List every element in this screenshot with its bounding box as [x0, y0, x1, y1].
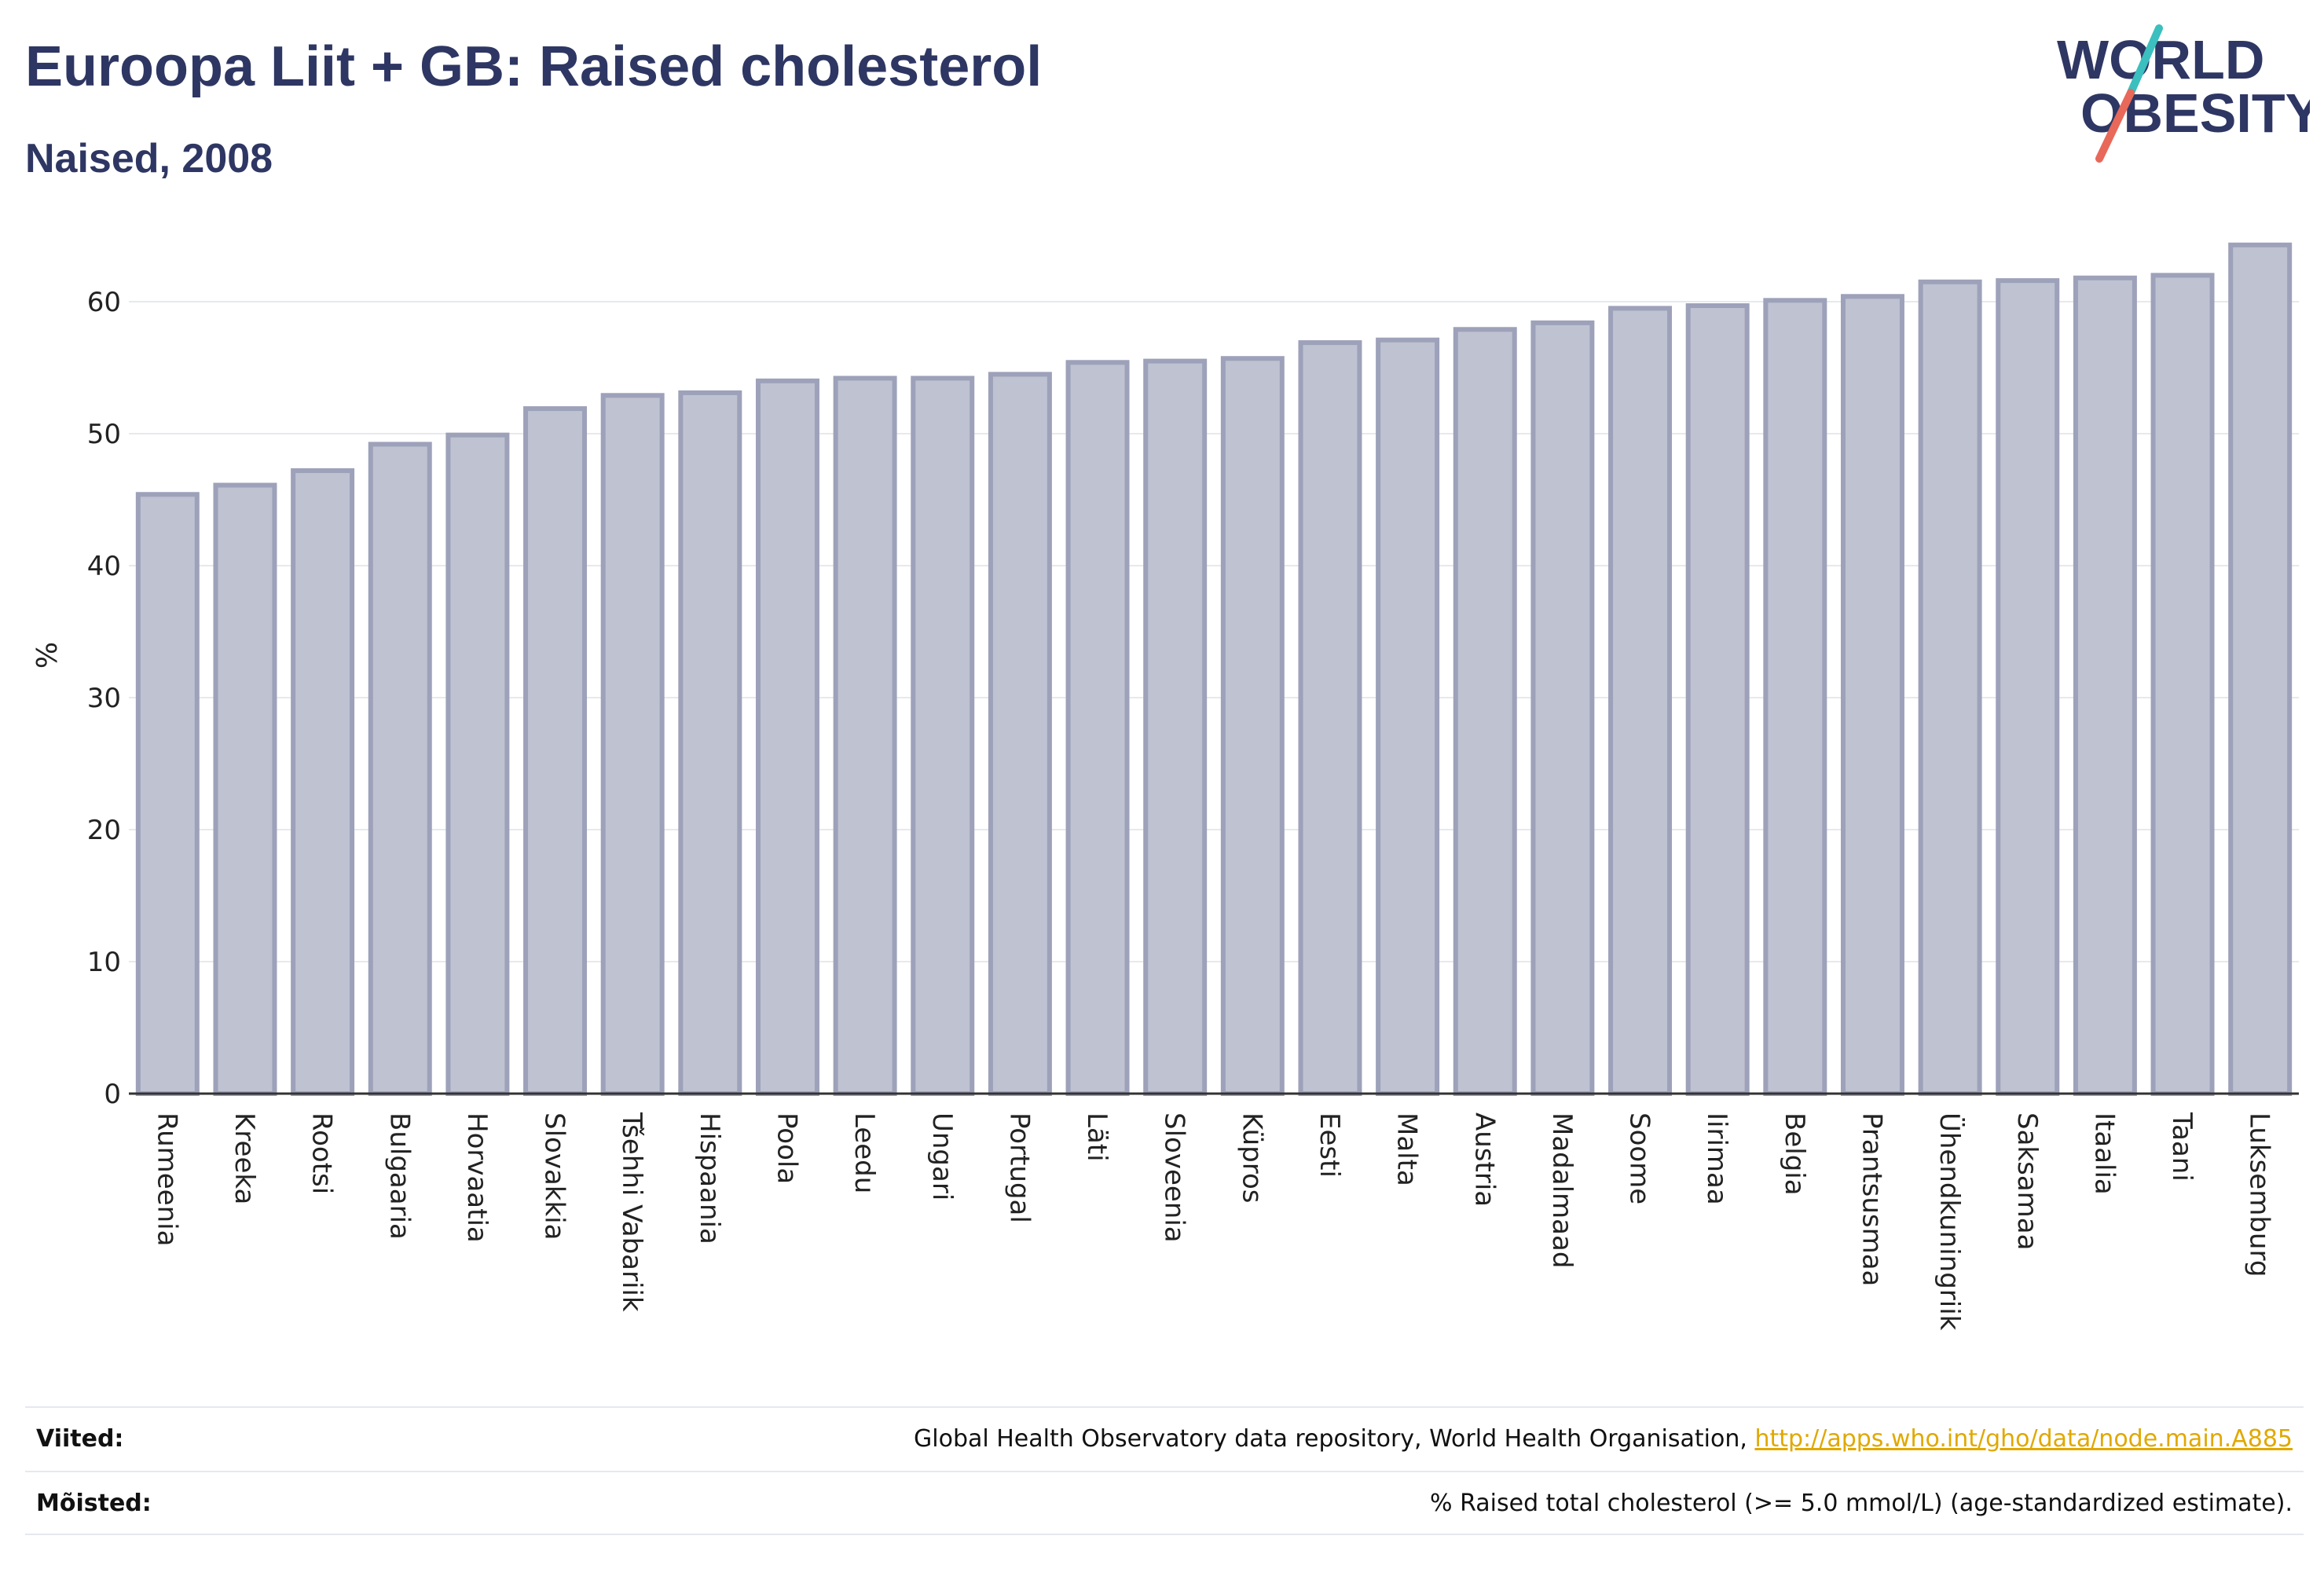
chart-title: Euroopa Liit + GB: Raised cholesterol	[25, 35, 1043, 98]
bar	[1763, 298, 1827, 1096]
y-tick-label: 20	[87, 815, 121, 846]
sources-description: Global Health Observatory data repositor…	[914, 1425, 1755, 1453]
bar	[911, 376, 975, 1096]
bar	[1065, 360, 1130, 1096]
x-tick-label: Leedu	[849, 1112, 880, 1193]
x-tick-label: Rootsi	[306, 1112, 338, 1194]
bar	[2150, 273, 2215, 1096]
bar	[755, 378, 819, 1096]
x-tick-label: Luksemburg	[2244, 1112, 2275, 1277]
bar	[1840, 294, 1904, 1096]
x-tick-label: Hispaania	[694, 1112, 725, 1244]
y-tick-label: 0	[104, 1079, 121, 1110]
x-tick-label: Ühendkuningriik	[1934, 1112, 1966, 1331]
bar	[1685, 303, 1750, 1097]
x-tick-label: Ungari	[926, 1112, 958, 1200]
logo-slash-red	[2095, 89, 2135, 163]
x-tick-labels: Rumeenia Kreeka Rootsi Bulgaaria Horvaatia Sl…	[151, 1112, 2275, 1331]
y-tick-label: 60	[87, 287, 121, 318]
x-tick-label: Läti	[1081, 1112, 1113, 1162]
x-tick-label: Saksamaa	[2011, 1112, 2043, 1250]
bar	[1996, 278, 2060, 1096]
bar	[1530, 320, 1595, 1096]
x-tick-label: Iirimaa	[1701, 1112, 1732, 1205]
bar-chart-svg: 0 10 20 30 40 50 60 Rumeenia Kreeka Rootsi Bulgaa…	[31, 242, 2299, 1331]
x-tick-label: Tšehhi Vabariik	[616, 1112, 647, 1312]
x-tick-label: Eesti	[1314, 1112, 1345, 1178]
y-tick-label: 40	[87, 551, 121, 582]
bar	[1220, 356, 1285, 1096]
bars	[135, 242, 2293, 1097]
x-tick-label: Madalmaad	[1546, 1112, 1578, 1268]
bar	[523, 406, 588, 1096]
bar	[988, 372, 1052, 1096]
definitions-label: Mõisted:	[36, 1490, 152, 1517]
x-tick-label: Slovakkia	[539, 1112, 570, 1240]
bar	[833, 376, 897, 1096]
x-tick-label: Belgia	[1779, 1112, 1810, 1196]
y-tick-labels: 0 10 20 30 40 50 60	[87, 287, 121, 1110]
x-tick-label: Itaalia	[2088, 1112, 2120, 1195]
x-tick-label: Taani	[2166, 1112, 2198, 1182]
bar	[1453, 327, 1517, 1096]
sources-link[interactable]: http://apps.who.int/gho/data/node.main.A…	[1754, 1425, 2293, 1453]
bar	[135, 492, 200, 1096]
y-tick-label: 30	[87, 683, 121, 714]
logo-slash-teal	[2127, 24, 2163, 97]
x-tick-label: Sloveenia	[1159, 1112, 1190, 1243]
bar	[213, 482, 277, 1096]
y-axis-label: %	[31, 642, 64, 669]
x-tick-label: Austria	[1468, 1112, 1500, 1207]
bar	[1298, 340, 1362, 1096]
bar	[445, 432, 510, 1096]
x-tick-label: Rumeenia	[151, 1112, 182, 1246]
definitions-text: % Raised total cholesterol (>= 5.0 mmol/…	[1430, 1490, 2293, 1517]
definitions-row: Mõisted: % Raised total cholesterol (>= …	[25, 1471, 2304, 1535]
logo-line1: WORLD	[2057, 29, 2264, 90]
bar	[678, 390, 742, 1097]
sources-row: Viited: Global Health Observatory data r…	[25, 1406, 2304, 1471]
y-tick-label: 10	[87, 947, 121, 978]
bar	[1143, 358, 1208, 1097]
x-tick-label: Portugal	[1003, 1112, 1035, 1223]
bar	[368, 442, 432, 1096]
bar	[2228, 242, 2293, 1096]
x-tick-label: Malta	[1391, 1112, 1423, 1186]
chart-subtitle: Naised, 2008	[25, 136, 273, 181]
x-tick-label: Soome	[1624, 1112, 1655, 1204]
bar	[291, 468, 355, 1096]
x-tick-label: Bulgaaria	[383, 1112, 415, 1240]
x-tick-label: Horvaatia	[461, 1112, 493, 1243]
x-tick-label: Poola	[771, 1112, 802, 1184]
bar-chart: 0 10 20 30 40 50 60 Rumeenia Kreeka Rootsi Bulgaa…	[31, 242, 2299, 1331]
bar	[2073, 275, 2137, 1096]
bar	[600, 393, 665, 1096]
sources-label: Viited:	[36, 1425, 124, 1453]
bar	[1918, 279, 1982, 1096]
world-obesity-logo: WORLD OBESITY	[2043, 24, 2310, 165]
x-tick-label: Kreeka	[229, 1112, 260, 1204]
x-tick-label: Prantsusmaa	[1856, 1112, 1887, 1286]
y-tick-label: 50	[87, 419, 121, 450]
bar	[1376, 337, 1440, 1097]
x-tick-label: Küpros	[1236, 1112, 1267, 1203]
sources-text: Global Health Observatory data repositor…	[914, 1425, 2293, 1453]
bar	[1608, 306, 1673, 1096]
